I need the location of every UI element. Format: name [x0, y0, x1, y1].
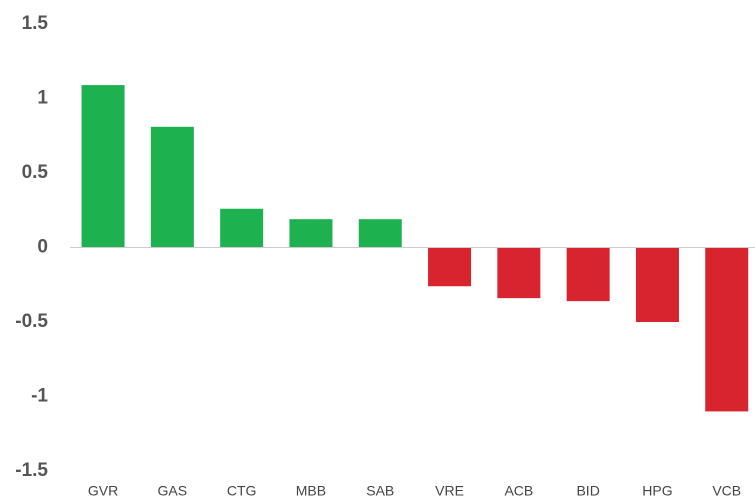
y-tick-label: 0 [37, 237, 48, 258]
y-tick-label: 1.5 [22, 13, 49, 34]
y-tick-label: -1 [31, 386, 48, 407]
bar [81, 85, 125, 248]
bar [705, 247, 749, 412]
x-tick-label: GVR [88, 483, 118, 499]
x-tick-label: CTG [227, 483, 257, 499]
x-tick-label: VRE [435, 483, 464, 499]
bar [497, 247, 541, 299]
y-tick-label: -0.5 [15, 311, 48, 332]
bar [358, 219, 402, 248]
y-tick-label: 0.5 [22, 162, 49, 183]
bar [566, 247, 610, 302]
x-tick-label: BID [576, 483, 599, 499]
bar [220, 208, 264, 248]
bar [289, 219, 333, 248]
y-tick-label: -1.5 [15, 460, 48, 481]
x-tick-label: HPG [642, 483, 672, 499]
y-tick-label: 1 [37, 88, 48, 109]
x-tick-label: SAB [366, 483, 394, 499]
bar [428, 247, 472, 287]
bar [150, 126, 194, 248]
x-tick-label: ACB [504, 483, 533, 499]
x-tick-label: MBB [296, 483, 326, 499]
x-tick-label: VCB [712, 483, 741, 499]
bar [635, 247, 679, 322]
x-tick-label: GAS [158, 483, 188, 499]
